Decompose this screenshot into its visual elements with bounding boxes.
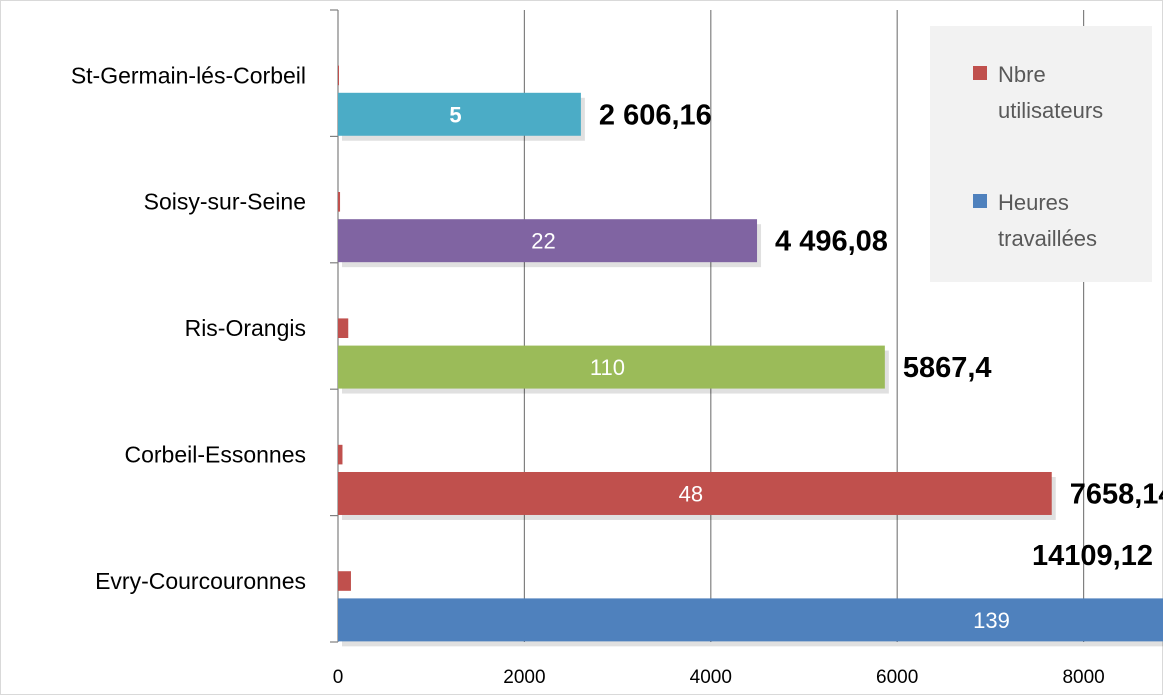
value-label: 4 496,08 (775, 226, 888, 258)
category-label: Corbeil-Essonnes (124, 442, 306, 468)
bar-heures-travaillees (338, 598, 1163, 641)
category-label: Evry-Courcouronnes (95, 568, 306, 594)
legend-label: travaillées (998, 226, 1097, 251)
legend-label: Nbre (998, 62, 1046, 87)
x-tick-label: 0 (333, 667, 344, 688)
bar-nbre-utilisateurs (338, 571, 351, 591)
legend-swatch (973, 194, 987, 208)
x-tick-label: 4000 (690, 667, 732, 688)
value-label: 14109,12 (1032, 540, 1153, 572)
legend: Nbre utilisateurs Heures travaillées (930, 26, 1152, 282)
category-label: Ris-Orangis (185, 315, 306, 341)
bar-nbre-utilisateurs (338, 192, 340, 212)
value-label: 5867,4 (903, 352, 992, 384)
bar-inside-label: 5 (449, 102, 461, 127)
x-tick-label: 6000 (876, 667, 918, 688)
value-label: 2 606,16 (599, 99, 712, 131)
legend-label: utilisateurs (998, 98, 1103, 123)
legend-label: Heures (998, 190, 1069, 215)
bar-nbre-utilisateurs (338, 445, 342, 465)
category-label: Soisy-sur-Seine (144, 189, 306, 215)
bar-nbre-utilisateurs (338, 318, 348, 338)
bar-inside-label: 48 (679, 481, 703, 506)
x-tick-label: 8000 (1062, 667, 1104, 688)
bar-inside-label: 110 (590, 355, 625, 380)
legend-swatch (973, 66, 987, 80)
bar-inside-label: 22 (531, 229, 555, 254)
x-tick-label: 2000 (503, 667, 545, 688)
bar-nbre-utilisateurs (338, 66, 339, 86)
category-label: St-Germain-lés-Corbeil (71, 62, 306, 88)
bar-inside-label: 139 (973, 608, 1010, 633)
value-label: 7658,14 (1070, 478, 1163, 510)
